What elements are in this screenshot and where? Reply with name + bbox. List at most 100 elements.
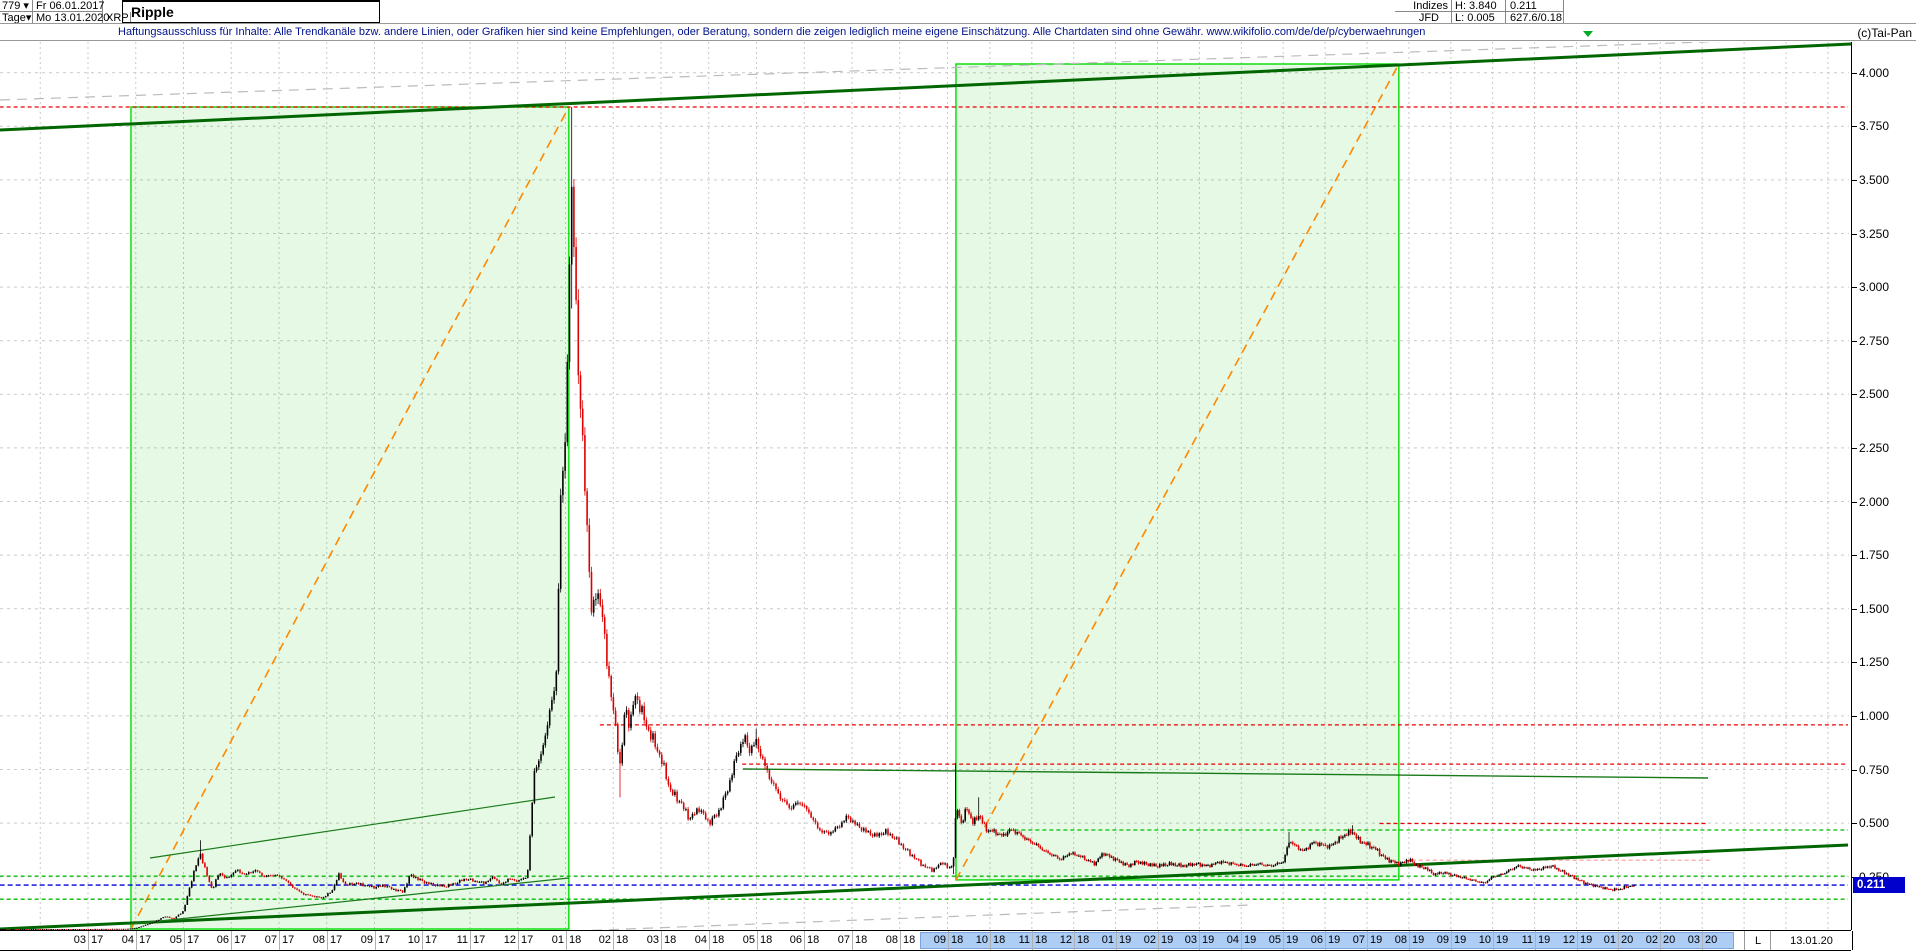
- month-tick: [136, 931, 137, 950]
- time-axis-label: 09: [1436, 934, 1449, 946]
- y-tick-mark: [1852, 234, 1857, 235]
- bottom-border: [0, 950, 1851, 951]
- month-tick: [1535, 931, 1536, 950]
- time-axis-label: 17: [139, 934, 152, 946]
- y-tick-label: 1.250: [1859, 655, 1890, 669]
- time-axis-label: 19: [1454, 934, 1467, 946]
- time-axis-label: 08: [1394, 934, 1407, 946]
- time-axis-label: 05: [169, 934, 182, 946]
- month-tick: [566, 931, 567, 950]
- time-axis-label: 17: [187, 934, 200, 946]
- time-axis-label: 04: [121, 934, 134, 946]
- month-tick: [184, 931, 185, 950]
- month-tick: [279, 931, 280, 950]
- month-tick: [1074, 931, 1075, 950]
- month-tick: [375, 931, 376, 950]
- y-tick-mark: [1852, 341, 1857, 342]
- chart-svg: [0, 36, 1852, 932]
- high-label: H: 3.840: [1452, 0, 1506, 12]
- y-tick-mark: [1852, 394, 1857, 395]
- time-axis-label: 19: [1328, 934, 1341, 946]
- y-tick-mark: [1852, 716, 1857, 717]
- y-tick-label: 2.750: [1859, 334, 1890, 348]
- price-levels: [0, 106, 1848, 900]
- last-value-label: 0.211: [1506, 0, 1564, 12]
- y-tick-mark: [1852, 180, 1857, 181]
- month-tick: [1577, 931, 1578, 950]
- time-axis-label: 17: [234, 934, 247, 946]
- time-axis-label: 11: [1521, 934, 1533, 946]
- time-axis-label: 18: [807, 934, 820, 946]
- bars-count-dropdown[interactable]: 779 ▾: [0, 0, 33, 12]
- y-tick-label: 0.500: [1859, 816, 1890, 830]
- taipan-watermark: (c)Tai-Pan: [1857, 26, 1912, 40]
- month-tick: [852, 931, 853, 950]
- time-axis-label: 20: [1663, 934, 1676, 946]
- price-axis[interactable]: 4.000 3.750 3.500 3.250 3.000 2.750 2.500 2.250…: [1851, 42, 1916, 930]
- time-axis-label: 12: [503, 934, 516, 946]
- time-axis-label: 20: [1705, 934, 1718, 946]
- time-axis-label: 19: [1370, 934, 1383, 946]
- time-axis-label: 04: [1226, 934, 1239, 946]
- time-axis-label: 19: [1119, 934, 1132, 946]
- month-tick: [1367, 931, 1368, 950]
- month-tick: [948, 931, 949, 950]
- chart-canvas[interactable]: [0, 36, 1852, 932]
- time-axis-label: 06: [1310, 934, 1323, 946]
- y-tick-mark: [1852, 662, 1857, 663]
- month-tick: [1158, 931, 1159, 950]
- month-tick: [757, 931, 758, 950]
- time-axis-label: 19: [1286, 934, 1299, 946]
- y-tick-mark: [1852, 609, 1857, 610]
- y-tick-mark: [1852, 126, 1857, 127]
- time-axis-label: 07: [1352, 934, 1365, 946]
- time-axis-label: 12: [1059, 934, 1072, 946]
- time-axis-label: 19: [1412, 934, 1425, 946]
- y-tick-label: 1.500: [1859, 602, 1890, 616]
- y-tick-label: 0.750: [1859, 763, 1890, 777]
- month-tick: [613, 931, 614, 950]
- month-tick: [231, 931, 232, 950]
- trend-boxes: [130, 63, 1400, 930]
- time-axis-label: 18: [760, 934, 773, 946]
- time-axis-label: 17: [473, 934, 486, 946]
- time-axis-label: 06: [216, 934, 229, 946]
- y-tick-label: 2.000: [1859, 495, 1890, 509]
- time-axis-label: 18: [1035, 934, 1048, 946]
- time-axis-label: 02: [598, 934, 611, 946]
- y-tick-label: 4.000: [1859, 66, 1890, 80]
- time-axis-label: 07: [837, 934, 850, 946]
- trend-lines: [0, 36, 1852, 932]
- time-axis-label: 18: [993, 934, 1006, 946]
- month-tick: [1660, 931, 1661, 950]
- time-axis-label: 10: [407, 934, 420, 946]
- month-tick: [1116, 931, 1117, 950]
- time-axis-label: 02: [1143, 934, 1156, 946]
- time-axis-label: 17: [425, 934, 438, 946]
- time-axis-label: 18: [855, 934, 868, 946]
- time-axis-label: 18: [664, 934, 677, 946]
- month-tick: [900, 931, 901, 950]
- time-axis-label: 18: [712, 934, 725, 946]
- month-tick: [1199, 931, 1200, 950]
- indizes-label: Indizes: [1395, 0, 1452, 12]
- instrument-title-box: Ripple: [122, 0, 380, 23]
- time-axis-label: 18: [903, 934, 916, 946]
- y-tick-label: 1.000: [1859, 709, 1890, 723]
- y-tick-label: 3.000: [1859, 280, 1890, 294]
- time-axis-label: 03: [1687, 934, 1700, 946]
- y-tick-mark: [1852, 73, 1857, 74]
- time-axis-label: 01: [551, 934, 564, 946]
- time-axis[interactable]: 03 17 04 17 05 17 06 17 07 17 08 17 09 17 10 17 11 17 12 17…: [0, 930, 1851, 951]
- time-axis-label: 17: [378, 934, 391, 946]
- time-axis-label: 02: [1645, 934, 1658, 946]
- month-tick: [1241, 931, 1242, 950]
- month-tick: [422, 931, 423, 950]
- y-tick-label: 3.500: [1859, 173, 1890, 187]
- month-tick: [1283, 931, 1284, 950]
- time-axis-label: 12: [1562, 934, 1575, 946]
- month-tick: [1409, 931, 1410, 950]
- time-axis-label: 08: [312, 934, 325, 946]
- disclaimer-row: Haftungsausschluss für Inhalte: Alle Tre…: [0, 24, 1916, 41]
- date-from: Fr 06.01.2017: [33, 0, 105, 12]
